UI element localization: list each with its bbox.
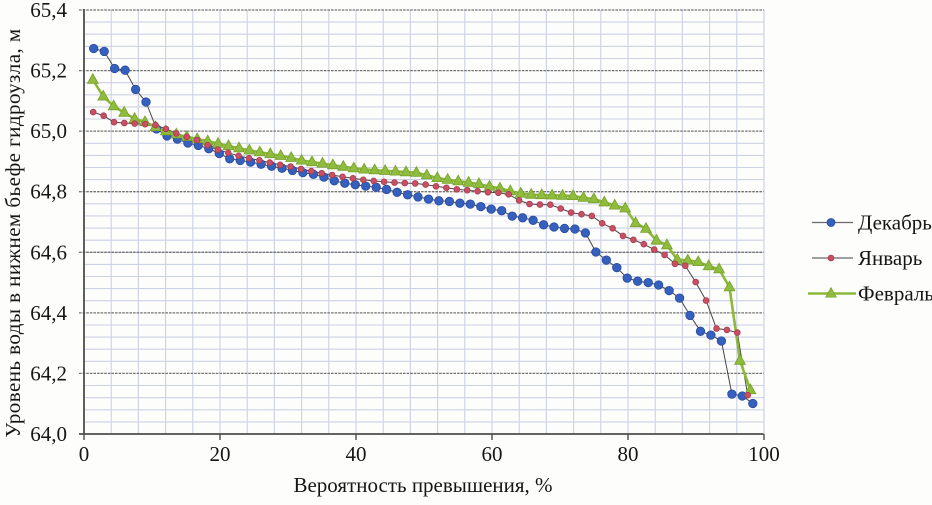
svg-text:64,2: 64,2: [30, 361, 67, 385]
svg-text:80: 80: [618, 442, 639, 466]
svg-text:64,0: 64,0: [30, 422, 67, 446]
svg-text:0: 0: [79, 442, 90, 466]
svg-text:64,4: 64,4: [30, 301, 67, 325]
svg-text:64,8: 64,8: [30, 180, 67, 204]
svg-text:65,2: 65,2: [30, 59, 67, 83]
svg-text:64,6: 64,6: [30, 240, 67, 264]
svg-text:Декабрь: Декабрь: [858, 211, 932, 235]
svg-text:40: 40: [346, 442, 367, 466]
svg-text:20: 20: [210, 442, 231, 466]
svg-text:Февраль: Февраль: [858, 282, 932, 306]
svg-text:Январь: Январь: [858, 246, 922, 270]
svg-text:100: 100: [748, 442, 780, 466]
svg-text:65,0: 65,0: [30, 119, 67, 143]
svg-text:Вероятность превышения, %: Вероятность превышения, %: [293, 473, 552, 497]
svg-text:60: 60: [482, 442, 503, 466]
svg-text:Уровень воды в нижнем бьефе ги: Уровень воды в нижнем бьефе гидроузла, м: [1, 28, 25, 437]
svg-text:65,4: 65,4: [30, 0, 67, 22]
